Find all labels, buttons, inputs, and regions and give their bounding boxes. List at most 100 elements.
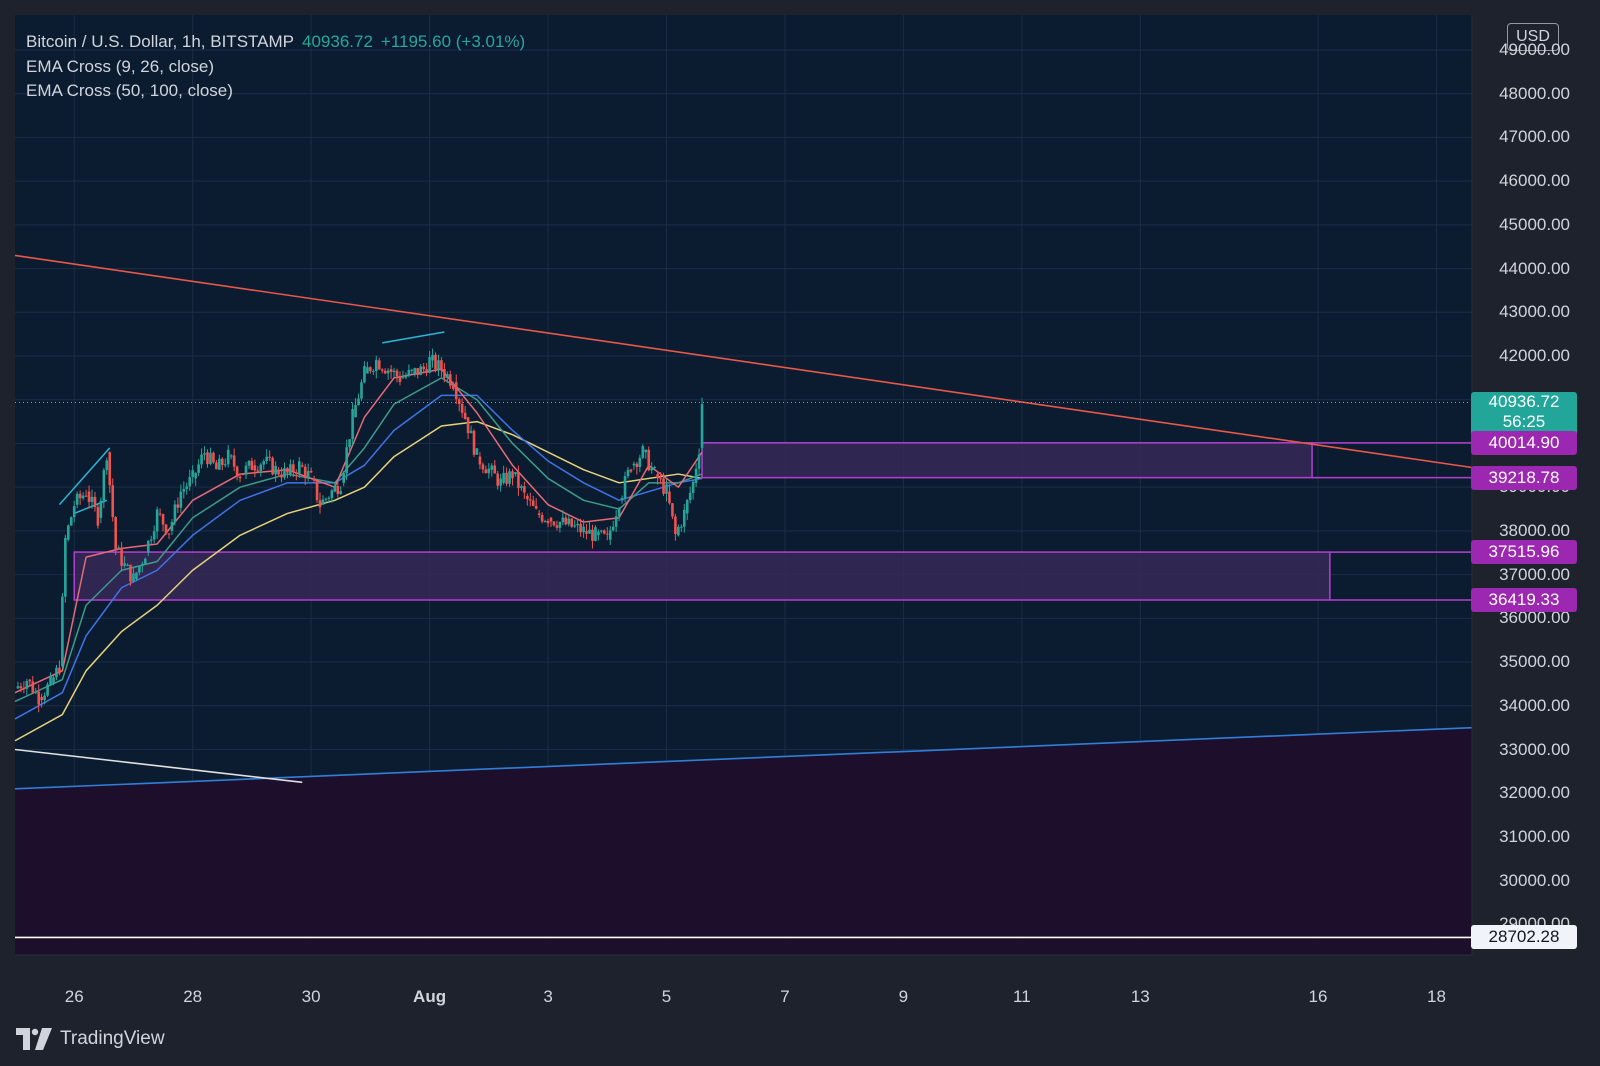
candle-body: [638, 457, 642, 468]
price-tick-label: 36000.00: [1499, 608, 1570, 628]
candle: [297, 457, 301, 478]
time-tick-label: 13: [1130, 987, 1150, 1006]
candle-body: [327, 498, 331, 500]
candle: [691, 480, 695, 500]
candle: [321, 495, 325, 506]
candle: [662, 472, 665, 497]
candle-body: [330, 490, 334, 499]
candle: [191, 465, 194, 484]
candle-body: [395, 370, 399, 377]
candle: [34, 687, 38, 695]
candle: [69, 516, 73, 526]
candle-body: [537, 513, 541, 516]
candle-body: [271, 457, 274, 475]
candle-body: [22, 688, 26, 690]
candle: [567, 514, 571, 527]
candle-body: [505, 472, 508, 484]
indicator-ema-cross-slow[interactable]: EMA Cross (50, 100, close): [26, 81, 233, 100]
candle-body: [431, 354, 434, 361]
candle: [102, 468, 106, 509]
candle: [407, 364, 411, 378]
candle: [194, 472, 197, 487]
candle: [404, 372, 408, 380]
candle-body: [629, 469, 633, 472]
candle-body: [81, 495, 85, 499]
legend-symbol-row: Bitcoin / U.S. Dollar, 1h, BITSTAMP 40936…: [26, 30, 525, 55]
candle: [197, 459, 200, 476]
candle: [505, 467, 508, 487]
candle: [292, 459, 295, 477]
candle-body: [138, 566, 141, 573]
candle: [449, 370, 452, 389]
currency-button[interactable]: USD: [1507, 23, 1559, 51]
candle-body: [194, 472, 197, 479]
candle: [582, 519, 585, 538]
price-tick-label: 34000.00: [1499, 695, 1570, 715]
candle-body: [114, 517, 117, 549]
candle: [212, 451, 215, 464]
candle-body: [191, 470, 194, 477]
candle-body: [454, 382, 458, 400]
symbol-title[interactable]: Bitcoin / U.S. Dollar, 1h, BITSTAMP: [26, 32, 294, 51]
candle: [537, 509, 541, 518]
candle-body: [372, 371, 375, 373]
candle-body: [517, 472, 520, 489]
tradingview-brand[interactable]: TradingView: [16, 1028, 165, 1050]
candle-body: [69, 517, 73, 526]
candle: [446, 371, 449, 383]
candle-body: [209, 452, 212, 465]
candle-body: [244, 465, 248, 475]
candle: [232, 448, 236, 472]
candle: [585, 524, 588, 540]
candle-body: [410, 369, 414, 371]
candle-body: [437, 360, 440, 370]
candle: [594, 525, 597, 542]
candle: [37, 684, 40, 713]
candle: [369, 366, 372, 374]
candle: [623, 471, 627, 502]
candle-body: [392, 370, 396, 372]
candle-body: [309, 470, 313, 473]
candle-body: [466, 417, 470, 434]
candle-body: [549, 517, 553, 522]
candle: [641, 444, 645, 460]
indicator-ema-cross-fast[interactable]: EMA Cross (9, 26, close): [26, 56, 215, 76]
candle-body: [303, 466, 307, 478]
candle-body: [25, 681, 29, 689]
candle-body: [398, 376, 402, 382]
candle-body: [434, 354, 437, 370]
candle: [72, 500, 76, 523]
candle-body: [653, 467, 656, 469]
candle-body: [55, 667, 58, 678]
candle: [570, 518, 574, 528]
candle-body: [523, 486, 526, 493]
candle-body: [531, 500, 535, 506]
candle-body: [567, 518, 571, 525]
candle: [105, 457, 109, 475]
candle-body: [259, 464, 263, 471]
candle-body: [336, 485, 340, 495]
candle-body: [614, 516, 618, 527]
candle: [289, 459, 292, 477]
candle: [428, 351, 431, 374]
candle-body: [694, 468, 698, 483]
candle: [653, 465, 656, 469]
candle-body: [528, 499, 532, 501]
candle-body: [564, 517, 568, 525]
candle: [75, 491, 79, 509]
candle: [413, 367, 417, 377]
time-tick-label: Aug: [413, 987, 447, 1006]
candle: [363, 361, 366, 384]
candle: [422, 363, 425, 374]
candle: [674, 513, 677, 541]
candle-body: [428, 357, 431, 373]
candle: [659, 472, 662, 484]
time-tick-label: 3: [543, 987, 553, 1006]
candle-body: [514, 472, 517, 475]
time-tick-label: 30: [301, 987, 321, 1006]
candle: [312, 475, 316, 483]
candle-body: [235, 466, 239, 477]
candle-body: [484, 469, 488, 474]
price-tick-label: 44000.00: [1499, 258, 1570, 278]
